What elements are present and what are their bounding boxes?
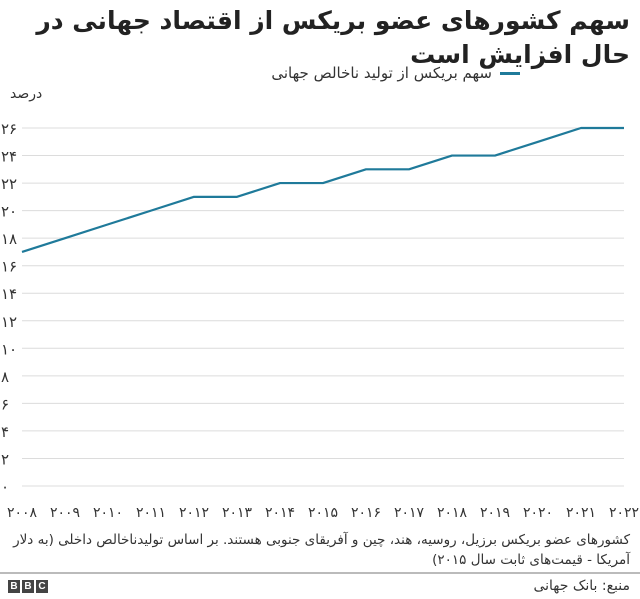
- y-tick-label: ۲۶: [1, 120, 17, 138]
- x-tick-label: ۲۰۰۸: [7, 505, 38, 521]
- x-tick-label: ۲۰۱۳: [222, 505, 253, 521]
- legend: سهم بریکس از تولید ناخالص جهانی: [271, 64, 520, 82]
- x-tick-label: ۲۰۱۹: [480, 505, 510, 521]
- x-tick-label: ۲۰۲۲: [609, 505, 639, 521]
- x-tick-label: ۲۰۲۰: [523, 505, 553, 521]
- y-tick-label: ۱۰: [1, 340, 17, 358]
- y-tick-label: ۲۲: [1, 175, 17, 193]
- x-tick-label: ۲۰۱۱: [136, 505, 166, 521]
- legend-label: سهم بریکس از تولید ناخالص جهانی: [271, 64, 492, 82]
- y-tick-label: ۰: [1, 478, 9, 496]
- x-tick-label: ۲۰۰۹: [50, 505, 80, 521]
- legend-swatch: [500, 71, 520, 75]
- chart-title: سهم کشورهای عضو بریکس از اقتصاد جهانی در…: [36, 6, 630, 69]
- y-tick-label: ۱۶: [1, 258, 17, 276]
- x-tick-label: ۲۰۲۱: [566, 505, 596, 521]
- x-tick-label: ۲۰۱۲: [179, 505, 209, 521]
- footnote: کشورهای عضو بریکس برزیل، روسیه، هند، چین…: [13, 532, 630, 568]
- y-tick-label: ۴: [1, 423, 9, 441]
- x-tick-label: ۲۰۱۴: [265, 505, 295, 521]
- source: منبع: بانک جهانی: [533, 578, 630, 594]
- y-tick-label: ۶: [1, 395, 9, 413]
- y-axis-label: درصد: [10, 86, 43, 102]
- x-tick-label: ۲۰۱۷: [394, 505, 425, 521]
- x-tick-label: ۲۰۱۸: [437, 505, 468, 521]
- x-tick-label: ۲۰۱۶: [351, 505, 381, 521]
- y-tick-label: ۸: [1, 368, 9, 386]
- y-tick-label: ۲: [1, 450, 9, 468]
- y-tick-label: ۲۰: [1, 203, 17, 221]
- y-tick-label: ۲۴: [1, 148, 17, 166]
- x-tick-label: ۲۰۱۵: [308, 505, 338, 521]
- y-tick-label: ۱۸: [1, 230, 17, 248]
- series-line: [21, 126, 624, 253]
- y-tick-label: ۱۴: [1, 285, 17, 303]
- divider: [0, 572, 640, 574]
- x-tick-label: ۲۰۱۰: [93, 505, 123, 521]
- y-tick-label: ۱۲: [1, 313, 17, 331]
